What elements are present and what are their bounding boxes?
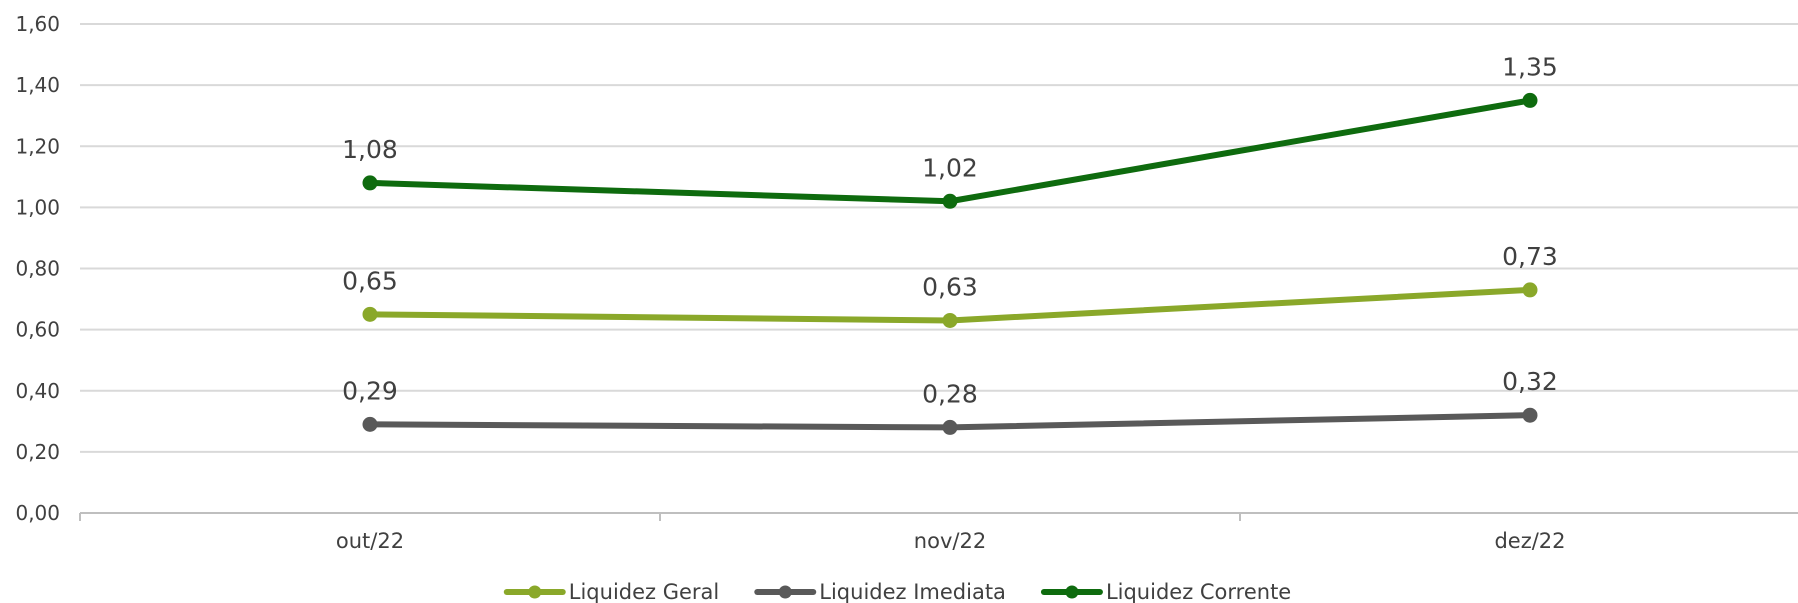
y-tick-label: 0,40 [15,379,60,403]
y-axis: 0,00 0,20 0,40 0,60 0,80 1,00 1,20 1,40 1,60 [15,12,60,525]
data-label: 1,35 [1502,52,1558,81]
legend-swatch-marker [778,585,792,599]
y-tick-label: 1,20 [15,134,60,158]
x-tick-label: nov/22 [914,529,986,553]
data-label: 0,73 [1502,242,1558,271]
data-label: 0,32 [1502,367,1558,396]
x-tick-label: out/22 [336,529,404,553]
y-tick-label: 0,20 [15,440,60,464]
legend-label: Liquidez Corrente [1106,580,1291,603]
data-point [1522,407,1538,423]
legend-swatch-marker [528,585,542,599]
y-tick-label: 1,40 [15,73,60,97]
y-tick-label: 0,00 [15,501,60,525]
y-tick-label: 1,00 [15,195,60,219]
y-tick-label: 1,60 [15,12,60,36]
legend-swatch-marker [1065,585,1079,599]
data-label: 1,02 [922,153,978,182]
legend-label: Liquidez Geral [569,580,720,603]
data-label: 0,65 [342,266,398,295]
x-axis: out/22 nov/22 dez/22 [79,512,1798,553]
gridlines [80,23,1798,453]
y-tick-label: 0,60 [15,318,60,342]
data-label: 1,08 [342,135,398,164]
series-lines [362,92,1538,435]
data-point [942,312,958,328]
data-point [942,419,958,435]
data-point [362,416,378,432]
data-point [362,175,378,191]
data-label: 0,28 [922,379,978,408]
legend: Liquidez Geral Liquidez Imediata Liquidez … [503,580,1291,603]
x-tick-label: dez/22 [1494,529,1565,553]
data-point [362,306,378,322]
data-label: 0,63 [922,272,978,301]
series-line [369,97,1531,205]
data-labels: 0,65 0,63 0,73 0,29 0,28 0,32 1,08 1,02 1,35 [342,52,1558,408]
data-point [1522,282,1538,298]
data-point [1522,92,1538,108]
legend-label: Liquidez Imediata [819,580,1006,603]
y-tick-label: 0,80 [15,257,60,281]
data-point [942,193,958,209]
data-label: 0,29 [342,376,398,405]
